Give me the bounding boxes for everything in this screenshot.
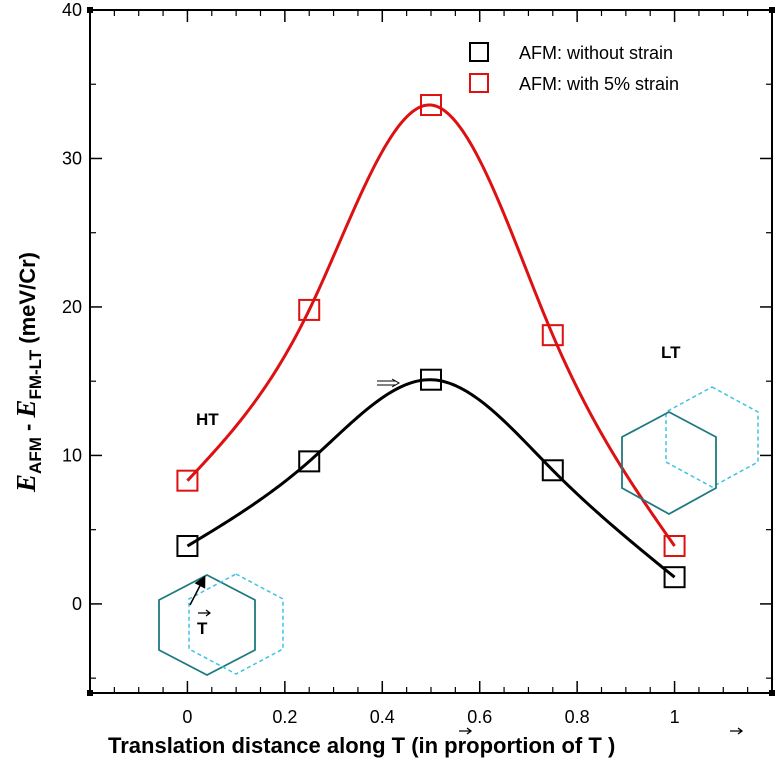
legend-label-without-strain: AFM: without strain <box>519 43 673 63</box>
lt-hexagon-solid <box>621 410 717 516</box>
y-tick-label: 10 <box>62 445 82 465</box>
x-axis-label: Translation distance along T (in proport… <box>108 733 615 758</box>
y-tick-label: 0 <box>72 594 82 614</box>
data-point-marker <box>176 469 199 492</box>
y-tick-label: 30 <box>62 148 82 168</box>
x-tick-label: 0 <box>182 707 192 727</box>
curves <box>186 103 676 579</box>
legend-marker-with-strain <box>469 73 489 93</box>
x-tick-label: 0.6 <box>467 707 492 727</box>
ylabel-sub1: AFM <box>26 437 45 474</box>
data-point-marker <box>541 324 564 347</box>
data-point-marker <box>663 535 686 558</box>
series-line-0 <box>186 378 676 579</box>
annotation-ht: HT <box>196 410 219 429</box>
legend: AFM: without strain AFM: with 5% strain <box>469 42 679 94</box>
series-line-1 <box>186 103 676 547</box>
data-point-marker <box>541 459 564 482</box>
frame-corner-bl <box>87 690 93 696</box>
ylabel-minus: - <box>15 418 40 438</box>
ylabel-e2: E <box>11 400 41 419</box>
legend-label-with-strain: AFM: with 5% strain <box>519 74 679 94</box>
ht-hexagon-dashed <box>188 573 284 675</box>
xlabel-part5: ) <box>602 733 615 758</box>
t-vector-label: T <box>197 609 211 638</box>
xlabel-t1: T <box>392 733 406 758</box>
t-vector-arrow-icon <box>189 575 206 606</box>
axes: 0 10 20 30 40 0 0.2 0.4 0.6 0.8 1 <box>62 0 772 727</box>
lt-hexagon-diagram <box>621 386 759 516</box>
markers <box>176 94 686 589</box>
x-tick-label: 0.4 <box>370 707 395 727</box>
data-point-marker <box>420 94 442 117</box>
ht-hexagon-solid <box>158 573 256 677</box>
xlabel-t2: T <box>588 733 602 758</box>
ylabel-e1: E <box>11 474 41 493</box>
x-tick-label: 0.2 <box>272 707 297 727</box>
data-point-marker <box>663 566 686 589</box>
data-point-marker <box>176 535 199 558</box>
t-vector-text: T <box>197 619 208 638</box>
data-point-marker <box>420 368 442 391</box>
x-tick-label: 0.8 <box>565 707 590 727</box>
lt-hexagon-dashed <box>665 386 759 488</box>
peak-arrow-icon <box>377 378 401 388</box>
ylabel-sub2: FM-LT <box>26 349 45 399</box>
xlabel-part3: (in proportion of <box>405 733 588 758</box>
y-tick-label: 20 <box>62 297 82 317</box>
annotation-lt: LT <box>661 343 681 362</box>
frame-corner-br <box>769 690 775 696</box>
xlabel-part1: Translation distance along <box>108 733 392 758</box>
data-point-marker <box>298 298 321 321</box>
data-point-marker <box>298 450 321 473</box>
legend-marker-without-strain <box>469 42 489 62</box>
x-tick-label: 1 <box>670 707 680 727</box>
ht-hexagon-diagram: T <box>158 573 284 677</box>
xlabel-vector-arrows <box>459 727 744 735</box>
ylabel-unit: (meV/Cr) <box>15 252 40 350</box>
y-axis-label: EAFM - EFM-LT (meV/Cr) <box>11 252 45 493</box>
y-tick-label: 40 <box>62 0 82 20</box>
